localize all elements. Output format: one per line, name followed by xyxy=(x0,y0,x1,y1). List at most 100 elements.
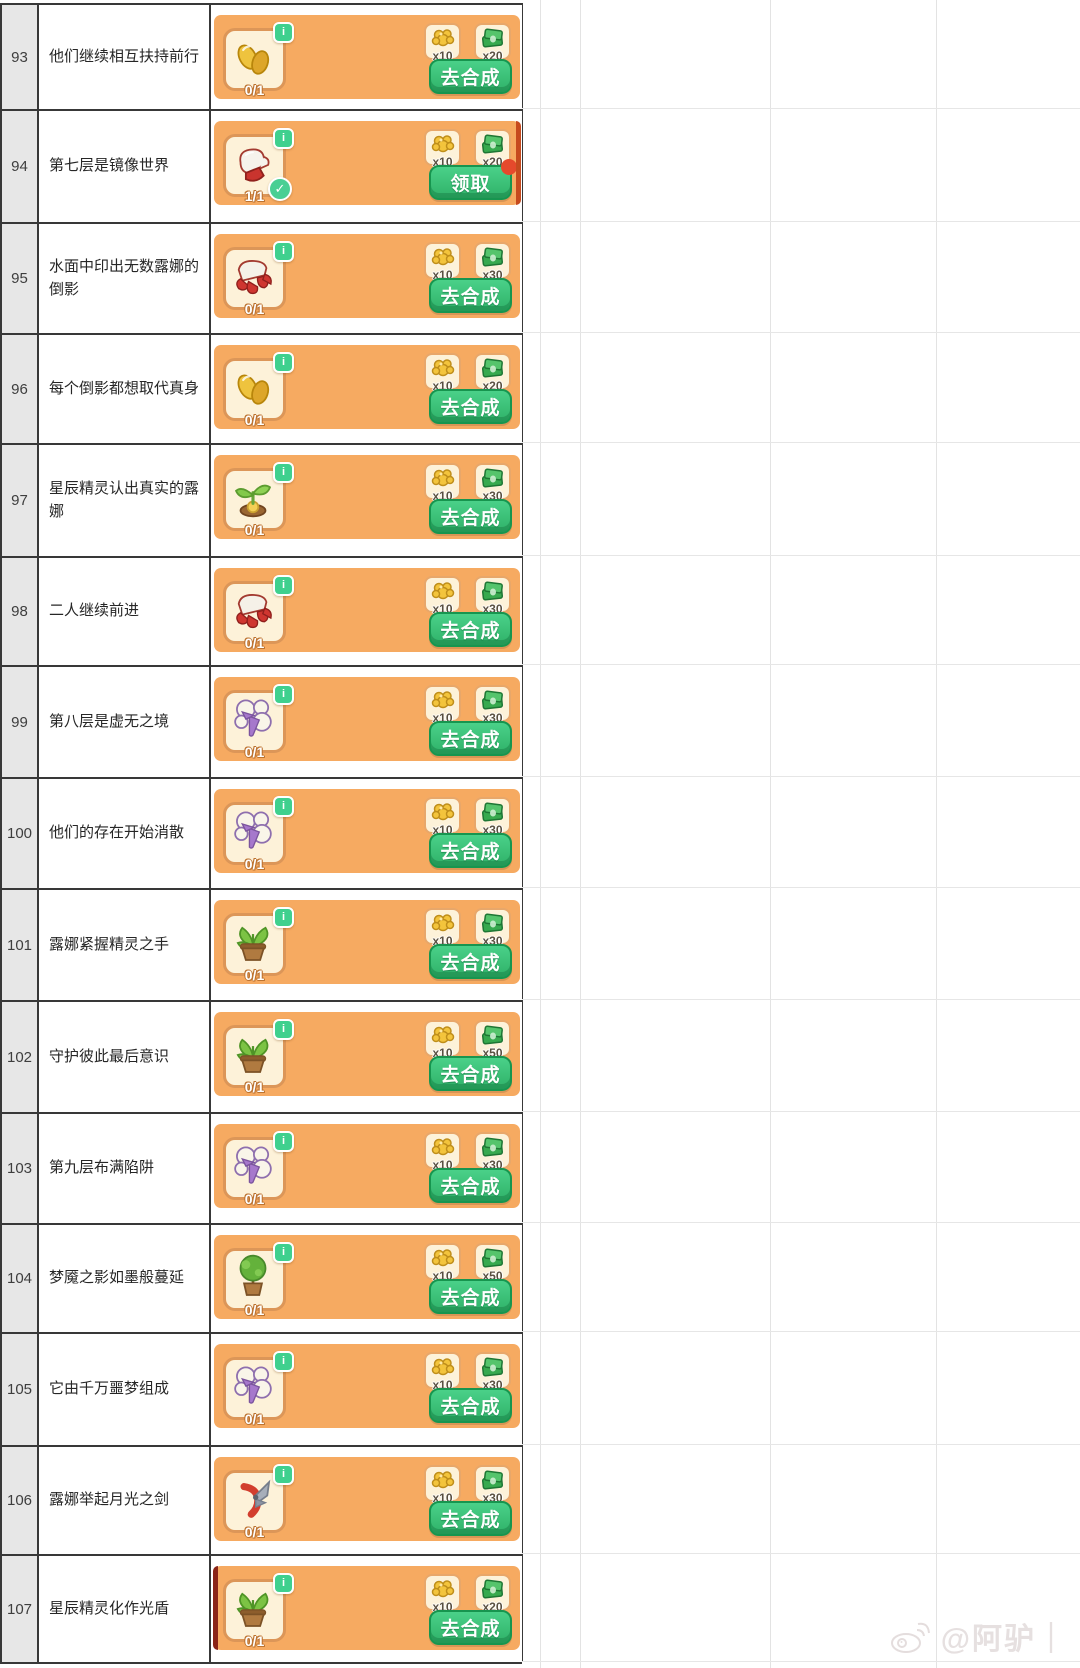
info-icon[interactable]: i xyxy=(273,575,294,596)
table-row: 99 第八层是虚无之境 xyxy=(2,667,522,779)
info-icon[interactable]: i xyxy=(273,1242,294,1263)
info-icon[interactable]: i xyxy=(273,1351,294,1372)
coin-reward: x10 xyxy=(424,129,461,169)
quest-game-cell: 0/1 i ✓ x10 xyxy=(211,1447,522,1554)
item-slot[interactable]: 0/1 i ✓ xyxy=(223,684,294,760)
info-icon[interactable]: i xyxy=(273,462,294,483)
info-icon[interactable]: i xyxy=(273,907,294,928)
item-slot[interactable]: 0/1 i ✓ xyxy=(223,22,294,98)
item-slot[interactable]: 0/1 i ✓ xyxy=(223,1242,294,1318)
row-number-cell: 96 xyxy=(2,335,39,443)
info-icon[interactable]: i xyxy=(273,1573,294,1594)
synthesize-button[interactable]: 去合成 xyxy=(429,833,512,868)
item-count: 0/1 xyxy=(244,1411,265,1427)
item-slot[interactable]: 0/1 i ✓ xyxy=(223,1351,294,1427)
quest-banner: 0/1 i ✓ x10 xyxy=(214,789,520,873)
grid-hline xyxy=(522,1331,1080,1332)
quest-label-cell: 第九层布满陷阱 xyxy=(39,1114,211,1223)
item-slot[interactable]: 0/1 i ✓ xyxy=(223,1019,294,1095)
info-icon[interactable]: i xyxy=(273,796,294,817)
coin-icon xyxy=(431,135,454,153)
coin-icon xyxy=(431,1580,454,1598)
info-icon[interactable]: i xyxy=(273,1464,294,1485)
info-icon[interactable]: i xyxy=(273,684,294,705)
grid-hline xyxy=(522,1661,1080,1662)
item-slot[interactable]: 0/1 i ✓ xyxy=(223,1573,294,1649)
money-icon xyxy=(481,581,503,601)
money-reward: x30 xyxy=(474,1352,511,1392)
row-number-cell: 105 xyxy=(2,1334,39,1445)
item-slot[interactable]: 0/1 i ✓ xyxy=(223,462,294,538)
coin-reward: x10 xyxy=(424,1465,461,1505)
row-number-cell: 93 xyxy=(2,5,39,109)
table-row: 94 第七层是镜像世界 xyxy=(2,111,522,224)
rewards: x10 x30 xyxy=(424,1352,511,1392)
table-row: 104 梦魇之影如墨般蔓延 xyxy=(2,1225,522,1334)
synthesize-button[interactable]: 去合成 xyxy=(429,389,512,424)
row-number: 99 xyxy=(11,713,28,731)
nightmare-flower-icon xyxy=(234,699,272,737)
table-row: 103 第九层布满陷阱 xyxy=(2,1114,522,1225)
row-number-cell: 104 xyxy=(2,1225,39,1332)
quest-banner: 0/1 i ✓ x10 xyxy=(214,900,520,984)
info-icon[interactable]: i xyxy=(273,128,294,149)
synthesize-button[interactable]: 去合成 xyxy=(429,499,512,534)
info-icon[interactable]: i xyxy=(273,22,294,43)
synthesize-button[interactable]: 去合成 xyxy=(429,1501,512,1536)
quest-banner: 0/1 i ✓ x10 xyxy=(214,1124,520,1208)
coin-icon xyxy=(431,1249,454,1267)
quest-label: 每个倒影都想取代真身 xyxy=(49,379,200,397)
money-icon xyxy=(481,468,503,488)
item-slot[interactable]: 0/1 i ✓ xyxy=(223,796,294,872)
synthesize-button[interactable]: 去合成 xyxy=(429,1388,512,1423)
action-button-label: 去合成 xyxy=(440,1177,501,1198)
quest-label-cell: 梦魇之影如墨般蔓延 xyxy=(39,1225,211,1332)
money-icon xyxy=(481,247,503,267)
synthesize-button[interactable]: 去合成 xyxy=(429,612,512,647)
quest-game-cell: 0/1 i ✓ x10 xyxy=(211,1002,522,1112)
synthesize-button[interactable]: 去合成 xyxy=(429,721,512,756)
synthesize-button[interactable]: 去合成 xyxy=(429,59,512,94)
quest-banner: 0/1 i ✓ x10 xyxy=(214,1344,520,1428)
quest-banner: 0/1 i ✓ x10 xyxy=(214,568,520,652)
table-row: 106 露娜举起月光之剑 xyxy=(2,1447,522,1556)
quest-table: 93 他们继续相互扶持前行 xyxy=(0,3,522,1664)
action-button-label: 去合成 xyxy=(440,1065,501,1086)
synthesize-button[interactable]: 去合成 xyxy=(429,1279,512,1314)
shears-icon xyxy=(240,1479,271,1518)
info-icon[interactable]: i xyxy=(273,241,294,262)
coin-icon xyxy=(431,248,454,266)
grid-hline xyxy=(522,664,1080,665)
item-slot[interactable]: 0/1 i ✓ xyxy=(223,352,294,428)
synthesize-button[interactable]: 去合成 xyxy=(429,278,512,313)
item-slot[interactable]: 1/1 i ✓ xyxy=(223,128,294,204)
row-number: 98 xyxy=(11,603,28,620)
row-number: 96 xyxy=(11,380,28,398)
info-icon[interactable]: i xyxy=(273,1131,294,1152)
item-count: 0/1 xyxy=(244,301,265,317)
row-number-cell: 94 xyxy=(2,111,39,222)
synthesize-button[interactable]: 去合成 xyxy=(429,1610,512,1645)
quest-label: 第七层是镜像世界 xyxy=(49,157,170,175)
synthesize-button[interactable]: 去合成 xyxy=(429,1056,512,1091)
quest-label: 守护彼此最后意识 xyxy=(49,1047,170,1065)
item-slot[interactable]: 0/1 i ✓ xyxy=(223,1464,294,1540)
item-slot[interactable]: 0/1 i ✓ xyxy=(223,1131,294,1207)
item-count: 0/1 xyxy=(244,1079,265,1095)
row-number-cell: 100 xyxy=(2,779,39,888)
item-slot[interactable]: 0/1 i ✓ xyxy=(223,241,294,317)
item-count: 1/1 xyxy=(244,188,265,204)
synthesize-button[interactable]: 去合成 xyxy=(429,944,512,979)
row-number-cell: 97 xyxy=(2,445,39,556)
grid-hline xyxy=(522,1222,1080,1223)
claim-button[interactable]: 领取 xyxy=(429,159,517,200)
money-reward: x20 xyxy=(474,23,511,63)
info-icon[interactable]: i xyxy=(273,352,294,373)
info-icon[interactable]: i xyxy=(273,1019,294,1040)
nightmare-flower-icon xyxy=(234,811,272,849)
item-slot[interactable]: 0/1 i ✓ xyxy=(223,907,294,983)
coin-reward: x10 xyxy=(424,23,461,63)
table-row: 101 露娜紧握精灵之手 xyxy=(2,890,522,1002)
synthesize-button[interactable]: 去合成 xyxy=(429,1168,512,1203)
item-slot[interactable]: 0/1 i ✓ xyxy=(223,575,294,651)
